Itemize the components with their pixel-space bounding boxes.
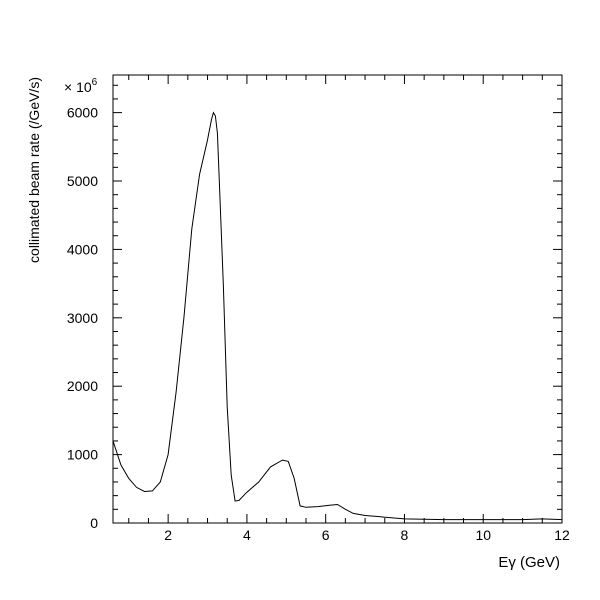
y-tick-label: 4000 — [67, 241, 98, 257]
y-tick-label: 3000 — [67, 310, 98, 326]
y-tick-label: 2000 — [67, 378, 98, 394]
x-tick-label: 12 — [554, 527, 570, 543]
y-tick-label: 5000 — [67, 173, 98, 189]
plot-frame — [112, 74, 563, 524]
y-axis-label: collimated beam rate (/GeV/s) — [26, 77, 42, 263]
x-tick-label: 4 — [243, 527, 251, 543]
x-tick-labels: 2 4 6 8 10 12 — [164, 527, 570, 543]
series-line — [112, 111, 563, 521]
x-axis-label: Eγ (GeV) — [498, 554, 560, 571]
y-tick-label: 6000 — [67, 105, 98, 121]
x-axis-ticks — [128, 75, 563, 523]
x-tick-label: 10 — [475, 527, 491, 543]
y-multiplier: × 106 — [64, 77, 98, 95]
x-tick-label: 2 — [164, 527, 172, 543]
x-tick-label: 8 — [401, 527, 409, 543]
y-tick-label: 1000 — [67, 447, 98, 463]
y-axis-ticks — [113, 84, 562, 524]
y-tick-label: 0 — [90, 515, 98, 531]
y-tick-labels: 0 1000 2000 3000 4000 5000 6000 — [67, 105, 98, 531]
x-tick-label: 6 — [322, 527, 330, 543]
